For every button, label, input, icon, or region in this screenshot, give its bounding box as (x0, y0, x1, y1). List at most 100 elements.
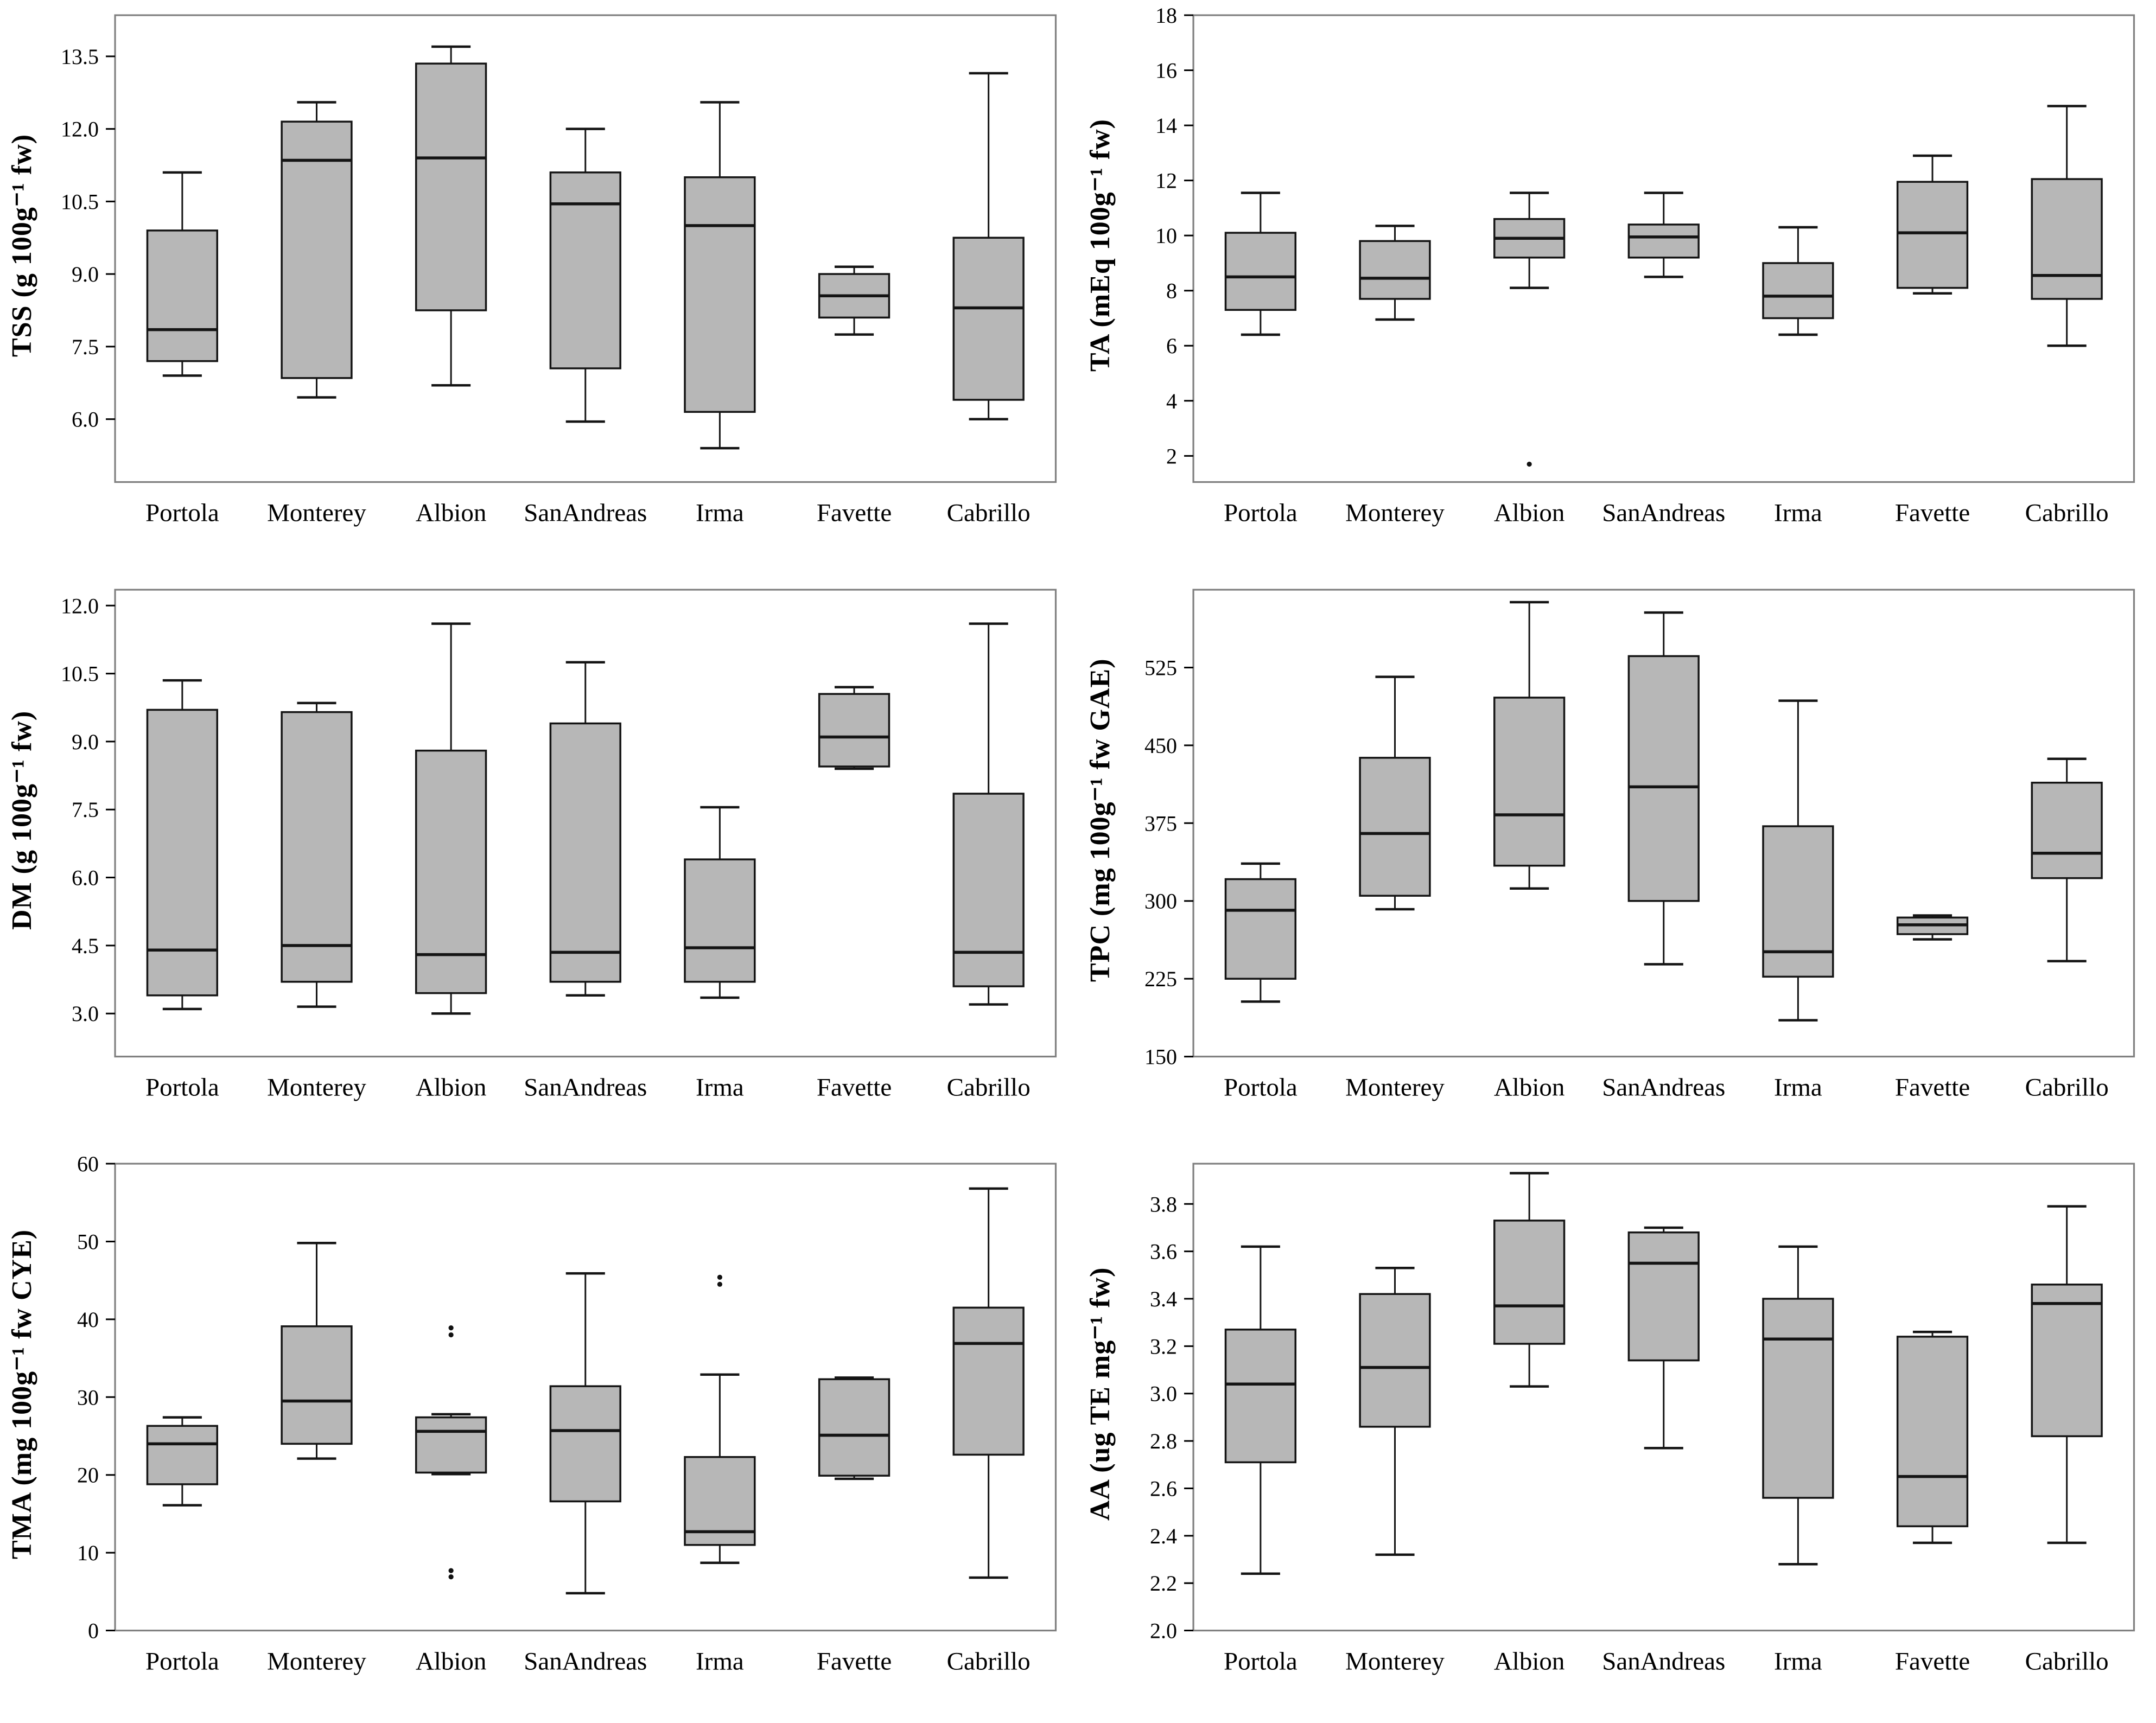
y-tick-label: 50 (77, 1230, 99, 1254)
box-tss-albion (415, 45, 487, 387)
x-category-label: Favette (817, 1073, 892, 1101)
y-tick-label: 375 (1144, 811, 1177, 835)
box-tss-sanandreas (549, 127, 621, 423)
y-tick-label: 13.5 (61, 44, 99, 69)
x-category-label: Irma (1774, 499, 1822, 527)
boxplot-svg-tss: 6.0 7.5 9.0 10.5 12.0 13.5 Portola Monterey Albi… (61, 14, 1057, 527)
boxplot-panel-tpc: 150 225 300 375 450 525 Portola Monterey Albion S… (1078, 575, 2156, 1149)
box-tma-cabrillo (952, 1187, 1025, 1579)
y-tick-label: 12.0 (61, 117, 99, 142)
x-category-label: Irma (1774, 1648, 1822, 1676)
y-tick-label: 16 (1155, 59, 1177, 83)
y-tick-label: 40 (77, 1307, 99, 1332)
x-category-label: Cabrillo (947, 1073, 1031, 1101)
y-tick-label: 10 (77, 1541, 99, 1565)
box-tpc-monterey (1358, 675, 1431, 910)
x-category-label: Cabrillo (2025, 1648, 2108, 1676)
y-tick-label: 6 (1166, 334, 1177, 358)
box-tss-portola (146, 171, 219, 377)
boxplot-svg-aa: 2.0 2.2 2.4 2.6 2.8 3.0 3.2 3.4 3.6 3.8 Portola Mon… (1150, 1163, 2135, 1676)
box-tpc-cabrillo (2031, 757, 2103, 962)
boxplot-panel-tma: 0 10 20 30 40 50 60 Portola Monterey Albion SanAnd… (0, 1148, 1078, 1723)
x-category-label: Albion (416, 1648, 487, 1676)
box-tpc-albion (1493, 601, 1565, 890)
x-category-label: Cabrillo (2025, 499, 2108, 527)
x-category-label: Portola (145, 1648, 219, 1676)
box-ta-sanandreas (1627, 192, 1700, 278)
box-tpc-portola (1224, 862, 1296, 1003)
box-dm-albion (415, 622, 487, 1015)
y-tick-label: 9.0 (72, 730, 99, 754)
x-category-label: Portola (1223, 1648, 1297, 1676)
box-dm-irma (684, 806, 756, 999)
box-tpc-sanandreas (1627, 611, 1700, 966)
box-aa-irma (1761, 1245, 1834, 1566)
x-category-label: SanAndreas (1602, 1648, 1725, 1676)
y-tick-label: 12.0 (61, 594, 99, 618)
x-category-label: Albion (1493, 1073, 1564, 1101)
y-axis-label-ta: TA (mEq 100g⁻¹ fw) (1084, 119, 1116, 372)
x-category-label: Favette (1894, 499, 1969, 527)
box-ta-favette (1896, 154, 1968, 295)
y-tick-label: 60 (77, 1152, 99, 1176)
x-category-label: Albion (416, 1073, 487, 1101)
x-category-label: Cabrillo (947, 1648, 1031, 1676)
box-aa-sanandreas (1627, 1227, 1700, 1450)
x-category-label: Irma (696, 1648, 744, 1676)
x-category-label: Irma (696, 499, 744, 527)
box-tma-monterey (281, 1242, 353, 1460)
y-tick-label: 14 (1155, 113, 1177, 138)
y-tick-label: 6.0 (72, 865, 99, 890)
y-tick-label: 525 (1144, 655, 1177, 680)
x-category-label: Albion (1493, 499, 1564, 527)
x-category-label: Monterey (267, 1073, 366, 1101)
y-tick-label: 20 (77, 1463, 99, 1488)
boxplot-svg-ta: 2 4 6 8 10 12 14 16 18 Portola Monterey Albion SanAn… (1155, 3, 2135, 527)
y-tick-label: 0 (88, 1619, 99, 1643)
x-category-label: Cabrillo (947, 499, 1031, 527)
box-tma-irma (684, 1275, 756, 1565)
x-category-label: Favette (1894, 1648, 1969, 1676)
x-category-label: SanAndreas (1602, 1073, 1725, 1101)
boxplot-panel-tss: 6.0 7.5 9.0 10.5 12.0 13.5 Portola Monterey Albi… (0, 0, 1078, 575)
x-category-label: Albion (1493, 1648, 1564, 1676)
y-tick-label: 3.8 (1150, 1192, 1177, 1217)
y-tick-label: 2.6 (1150, 1477, 1177, 1501)
x-category-label: Irma (1774, 1073, 1822, 1101)
y-tick-label: 3.4 (1150, 1287, 1177, 1311)
x-category-label: SanAndreas (1602, 499, 1725, 527)
x-category-label: Favette (1894, 1073, 1969, 1101)
x-category-label: Portola (145, 1073, 219, 1101)
box-tss-irma (684, 101, 756, 450)
x-category-label: Monterey (267, 499, 366, 527)
x-category-label: Favette (817, 1648, 892, 1676)
box-ta-monterey (1358, 225, 1431, 321)
x-category-label: Albion (416, 499, 487, 527)
y-axis-label-tss: TSS (g 100g⁻¹ fw) (7, 133, 37, 358)
box-tma-albion (415, 1325, 487, 1580)
y-tick-label: 18 (1155, 3, 1177, 28)
x-category-label: SanAndreas (524, 1648, 647, 1676)
box-aa-portola (1224, 1245, 1296, 1575)
box-dm-portola (146, 679, 219, 1010)
y-axis-label-dm: DM (g 100g⁻¹ fw) (7, 710, 37, 930)
y-tick-label: 3.6 (1150, 1240, 1177, 1264)
y-tick-label: 7.5 (72, 335, 99, 359)
y-tick-label: 4 (1166, 389, 1177, 413)
box-ta-portola (1224, 192, 1296, 336)
y-tick-label: 2.8 (1150, 1429, 1177, 1453)
boxplot-panel-dm: 3.0 4.5 6.0 7.5 9.0 10.5 12.0 Portola Monterey Al… (0, 575, 1078, 1149)
y-tick-label: 12 (1155, 169, 1177, 193)
box-aa-cabrillo (2031, 1205, 2103, 1545)
box-ta-albion (1493, 192, 1565, 467)
x-category-label: Monterey (267, 1648, 366, 1676)
x-category-label: Portola (1223, 499, 1297, 527)
box-aa-monterey (1358, 1267, 1431, 1556)
box-dm-monterey (281, 701, 353, 1008)
y-tick-label: 225 (1144, 967, 1177, 991)
y-tick-label: 3.0 (1150, 1382, 1177, 1406)
y-tick-label: 4.5 (72, 934, 99, 958)
box-aa-favette (1896, 1331, 1968, 1545)
y-tick-label: 2.4 (1150, 1524, 1177, 1548)
